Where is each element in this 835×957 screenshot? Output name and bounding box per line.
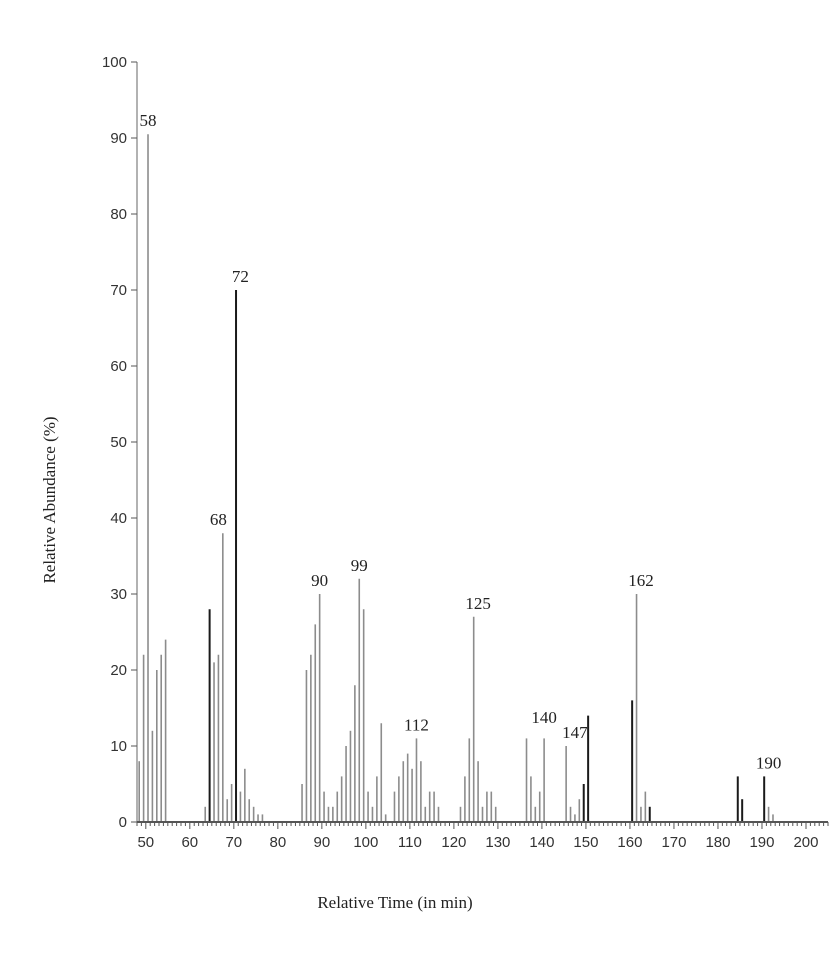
x-tick-label: 160 <box>617 834 642 851</box>
x-tick-label: 180 <box>705 834 730 851</box>
x-tick-label: 110 <box>398 834 422 851</box>
x-tick-label: 130 <box>485 834 510 851</box>
peak-label: 125 <box>465 594 491 613</box>
y-tick-label: 30 <box>110 586 127 603</box>
y-tick-label: 10 <box>110 738 127 755</box>
x-tick-label: 100 <box>353 834 378 851</box>
peak-label: 72 <box>232 267 249 286</box>
peak-label: 147 <box>562 723 588 742</box>
y-tick-label: 70 <box>110 282 127 299</box>
peak-label: 140 <box>531 708 557 727</box>
x-minor-ticks <box>136 822 829 829</box>
x-tick-label: 80 <box>269 834 286 851</box>
peak-label: 162 <box>628 571 654 590</box>
y-tick-label: 50 <box>110 434 127 451</box>
peak-label: 68 <box>210 510 227 529</box>
y-axis: 0 10 20 30 40 50 60 70 80 90 100 <box>102 54 137 831</box>
x-tick-label: 170 <box>661 834 686 851</box>
y-tick-label: 20 <box>110 662 127 679</box>
x-tick-label: 140 <box>529 834 554 851</box>
y-tick-label: 100 <box>102 54 127 71</box>
peak-label: 190 <box>756 753 782 772</box>
x-tick-label: 90 <box>314 834 331 851</box>
x-tick-label: 70 <box>225 834 242 851</box>
peak-label: 90 <box>311 571 328 590</box>
y-tick-label: 80 <box>110 206 127 223</box>
x-axis-label: Relative Time (in min) <box>317 893 472 912</box>
x-tick-label: 120 <box>441 834 466 851</box>
x-axis: 50 60 70 80 90 100 110 120 130 140 150 160 170 180 190… <box>137 834 818 851</box>
x-tick-label: 60 <box>181 834 198 851</box>
x-tick-label: 200 <box>793 834 818 851</box>
y-tick-label: 60 <box>110 358 127 375</box>
x-tick-label: 50 <box>137 834 154 851</box>
peak-label: 112 <box>404 715 429 734</box>
peak-label: 99 <box>351 556 368 575</box>
y-tick-label: 40 <box>110 510 127 527</box>
y-tick-label: 90 <box>110 130 127 147</box>
y-axis-label: Relative Abundance (%) <box>40 416 59 583</box>
bar-group <box>138 134 774 822</box>
peak-labels: 58 72 68 90 99 112 125 140 147 162 190 <box>140 111 782 772</box>
x-tick-label: 190 <box>749 834 774 851</box>
y-tick-label: 0 <box>119 814 127 831</box>
peak-label: 58 <box>140 111 157 130</box>
x-tick-label: 150 <box>573 834 598 851</box>
